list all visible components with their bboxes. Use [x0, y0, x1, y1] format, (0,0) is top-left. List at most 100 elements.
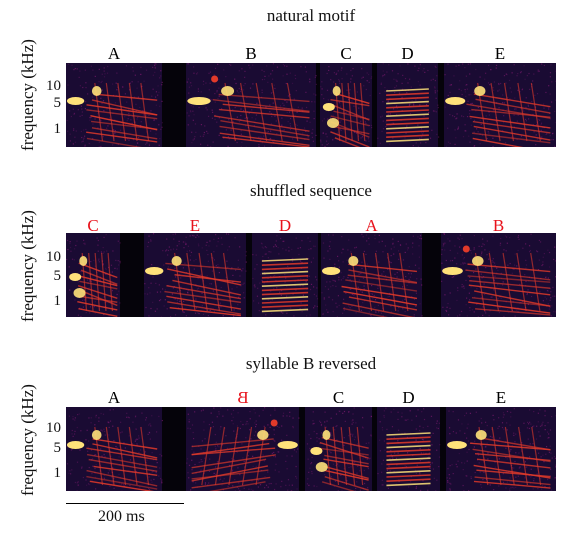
frequency-sweep: [340, 426, 348, 486]
frequency-sweep: [271, 82, 283, 142]
syllable-b: [441, 233, 556, 317]
noise-speck: [208, 423, 211, 426]
noise-speck: [469, 299, 471, 301]
noise-speck: [405, 448, 407, 450]
noise-speck: [81, 141, 83, 143]
noise-speck: [246, 465, 248, 467]
noise-speck: [501, 422, 504, 424]
noise-speck: [140, 73, 142, 76]
noise-speck: [473, 446, 475, 448]
noise-speck: [398, 306, 400, 309]
noise-speck: [88, 280, 91, 282]
noise-speck: [101, 73, 103, 75]
noise-speck: [286, 65, 288, 67]
noise-speck: [518, 238, 520, 240]
noise-speck: [373, 294, 375, 297]
noise-speck: [94, 476, 96, 478]
noise-speck: [392, 457, 394, 459]
noise-speck: [401, 299, 404, 301]
noise-speck: [405, 132, 407, 134]
noise-speck: [271, 299, 274, 301]
noise-speck: [250, 488, 252, 490]
noise-speck: [99, 279, 101, 281]
noise-speck: [264, 253, 266, 255]
noise-speck: [533, 73, 535, 75]
noise-speck: [265, 106, 267, 108]
noise-speck: [421, 136, 423, 138]
noise-speck: [188, 250, 191, 252]
noise-speck: [243, 487, 245, 489]
noise-speck: [189, 255, 192, 257]
noise-speck: [118, 264, 120, 266]
harmonic-stack: [386, 105, 429, 109]
noise-speck: [159, 291, 162, 293]
noise-speck: [100, 120, 102, 122]
noise-speck: [533, 478, 535, 480]
onset-note: [69, 273, 82, 281]
noise-speck: [154, 71, 156, 73]
noise-speck: [287, 479, 290, 481]
noise-speck: [419, 64, 421, 66]
noise-speck: [443, 233, 445, 235]
noise-speck: [547, 249, 549, 251]
noise-speck: [459, 314, 461, 316]
noise-speck: [204, 125, 206, 127]
noise-speck: [460, 89, 462, 92]
noise-speck: [159, 105, 161, 107]
noise-speck: [396, 104, 398, 107]
noise-speck: [506, 458, 508, 460]
harmonic-stack: [261, 262, 309, 266]
noise-speck: [353, 105, 355, 107]
harmonic-stack: [386, 117, 429, 122]
noise-speck: [321, 144, 323, 146]
noise-speck: [333, 279, 335, 282]
noise-speck: [415, 472, 417, 475]
harmonic: [474, 452, 551, 462]
noise-speck: [207, 253, 209, 256]
noise-speck: [370, 415, 372, 417]
harmonic-stack: [386, 461, 431, 466]
noise-speck: [104, 273, 107, 275]
noise-speck: [211, 117, 214, 119]
noise-speck: [506, 429, 508, 431]
noise-speck: [362, 427, 364, 429]
noise-speck: [451, 464, 453, 466]
noise-speck: [554, 477, 556, 480]
noise-speck: [144, 293, 146, 295]
noise-speck: [491, 259, 493, 262]
noise-speck: [321, 88, 323, 90]
noise-speck: [187, 427, 189, 429]
noise-speck: [288, 111, 291, 113]
noise-speck: [486, 424, 488, 427]
noise-speck: [218, 117, 221, 119]
noise-speck: [240, 133, 242, 135]
noise-speck: [502, 102, 504, 104]
noise-speck: [230, 413, 233, 415]
noise-speck: [268, 433, 270, 436]
noise-speck: [421, 438, 424, 441]
noise-speck: [473, 131, 475, 133]
noise-speck: [405, 276, 407, 278]
noise-speck: [336, 132, 339, 134]
noise-speck: [505, 73, 507, 75]
noise-speck: [341, 235, 343, 238]
noise-speck: [93, 306, 95, 308]
noise-speck: [94, 467, 96, 470]
noise-speck: [555, 260, 556, 262]
noise-speck: [138, 451, 140, 454]
noise-speck: [455, 65, 457, 67]
noise-speck: [81, 114, 83, 117]
peak-energy: [221, 86, 235, 96]
noise-speck: [323, 297, 325, 299]
noise-speck: [449, 477, 451, 479]
noise-speck: [468, 135, 470, 137]
noise-speck: [262, 454, 264, 456]
noise-speck: [309, 240, 311, 243]
noise-speck: [227, 145, 229, 147]
noise-speck: [348, 305, 350, 307]
noise-speck: [368, 458, 370, 460]
harmonic: [164, 290, 241, 304]
noise-speck: [291, 455, 293, 457]
peak-energy: [79, 256, 88, 266]
noise-speck: [277, 246, 279, 249]
